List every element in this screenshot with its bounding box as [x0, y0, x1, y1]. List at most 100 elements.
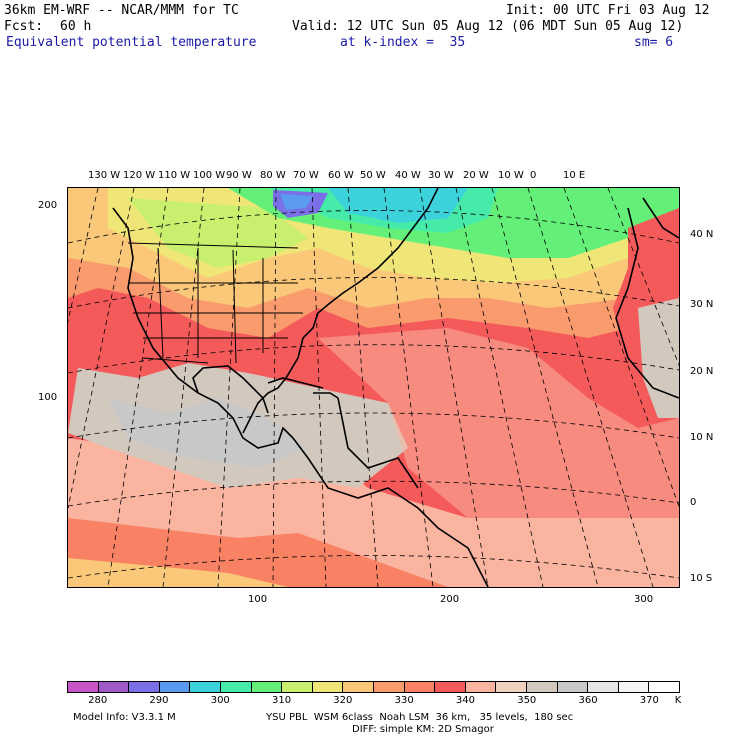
lon-label: 80 W — [260, 170, 286, 181]
colorbar-swatch — [251, 682, 283, 692]
lon-label: 90 W — [226, 170, 252, 181]
colorbar-label: 320 — [333, 695, 353, 706]
lat-label: 10 S — [690, 573, 713, 584]
lat-line-20n — [68, 344, 679, 374]
diffusion-info: DIFF: simple KM: 2D Smagor — [352, 724, 494, 735]
colorbar-label: 290 — [149, 695, 169, 706]
lon-label: 110 W — [158, 170, 191, 181]
model-info: Model Info: V3.3.1 M — [73, 712, 176, 723]
lon-line-100w — [162, 188, 205, 587]
colorbar-label: 330 — [394, 695, 414, 706]
lat-label: 10 N — [690, 432, 714, 443]
k-index: at k-index = 35 — [340, 35, 466, 50]
grid-y-label: 200 — [38, 200, 58, 211]
lat-label: 20 N — [690, 366, 714, 377]
lon-label: 30 W — [428, 170, 454, 181]
colorbar-swatch — [465, 682, 497, 692]
lon-label: 120 W — [123, 170, 156, 181]
lon-label: 20 W — [463, 170, 489, 181]
lon-label: 60 W — [328, 170, 354, 181]
lon-label: 50 W — [360, 170, 386, 181]
colorbar-swatch — [98, 682, 130, 692]
lon-line-40w — [419, 188, 489, 587]
grid-x-label: 300 — [634, 594, 654, 605]
colorbar-label: 300 — [210, 695, 230, 706]
lon-line-80w — [272, 188, 277, 587]
forecast-hour: 60 h — [60, 19, 92, 34]
lon-label: 0 — [530, 170, 537, 181]
smoothing: sm= 6 — [634, 35, 674, 50]
colorbar-swatch — [159, 682, 191, 692]
theta-e-field — [68, 188, 679, 587]
colorbar-label: 350 — [517, 695, 537, 706]
grid-y-label: 100 — [38, 392, 58, 403]
grid-x-label: 100 — [248, 594, 268, 605]
colorbar-label: 340 — [455, 695, 475, 706]
init-time: Init: 00 UTC Fri 03 Aug 12 — [506, 3, 710, 18]
lon-label: 10 E — [563, 170, 586, 181]
lon-line-60w — [347, 188, 379, 587]
lat-line-10n — [68, 412, 679, 439]
colorbar-swatch — [618, 682, 650, 692]
lat-label: 40 N — [690, 229, 714, 240]
coastlines — [112, 188, 679, 587]
colorbar-swatch — [312, 682, 344, 692]
field-cold-blue — [280, 194, 313, 210]
border-us-mexico — [142, 357, 209, 364]
lon-line-20w — [491, 188, 599, 587]
coast-cuba — [267, 377, 324, 389]
colorbar-label: 360 — [578, 695, 598, 706]
lat-line-eq — [68, 480, 679, 507]
colorbar-unit: K — [674, 695, 682, 706]
lon-label: 130 W — [88, 170, 121, 181]
coast-iberia — [642, 197, 679, 239]
lat-label: 30 N — [690, 299, 714, 310]
colorbar-swatch — [220, 682, 252, 692]
lon-line-90w — [217, 188, 241, 587]
colorbar-swatch — [496, 682, 527, 692]
lon-line-10w — [527, 188, 654, 587]
forecast-label: Fcst: — [4, 19, 44, 34]
grid-x-label: 200 — [440, 594, 460, 605]
lon-line-120w — [68, 188, 135, 509]
state-borders-ns — [157, 247, 264, 364]
valid-time: Valid: 12 UTC Sun 05 Aug 12 (06 MDT Sun … — [292, 19, 684, 34]
coast-gulf — [192, 365, 269, 414]
colorbar-swatch — [129, 682, 160, 692]
colorbar-swatch — [649, 682, 679, 692]
state-borders-ew — [128, 282, 303, 339]
model-title: 36km EM-WRF -- NCAR/MMM for TC — [4, 3, 239, 18]
colorbar-swatch — [282, 682, 313, 692]
colorbar-swatch — [373, 682, 405, 692]
colorbar-swatch — [435, 682, 466, 692]
colorbar-swatch — [557, 682, 589, 692]
colorbar-swatch — [190, 682, 221, 692]
borders — [127, 242, 303, 364]
colorbar-label: 310 — [272, 695, 292, 706]
field-greatplains-green — [128, 198, 308, 268]
colorbar-label: 370 — [639, 695, 659, 706]
lat-line-40n — [68, 210, 679, 244]
colorbar-swatch — [343, 682, 374, 692]
colorbar — [67, 681, 680, 693]
lon-label: 40 W — [395, 170, 421, 181]
lon-label: 100 W — [193, 170, 226, 181]
colorbar-label: 280 — [88, 695, 108, 706]
border-us-canada — [127, 242, 299, 249]
colorbar-swatch — [68, 682, 99, 692]
coast-hispaniola — [313, 392, 339, 399]
field-tropics-darkgray — [108, 398, 308, 468]
coast-americas-west — [112, 207, 489, 587]
weather-map — [67, 187, 680, 588]
lat-line-30n — [68, 277, 679, 309]
colorbar-swatch — [404, 682, 436, 692]
coast-west-africa — [615, 207, 679, 399]
field-name: Equivalent potential temperature — [6, 35, 257, 50]
colorbar-swatch — [588, 682, 619, 692]
lon-label: 70 W — [293, 170, 319, 181]
lon-label: 10 W — [498, 170, 524, 181]
field-sahara-gray — [638, 298, 679, 418]
coast-south-america-north — [337, 397, 419, 489]
coast-us-east — [242, 188, 439, 434]
field-atlantic-pink — [318, 328, 679, 518]
